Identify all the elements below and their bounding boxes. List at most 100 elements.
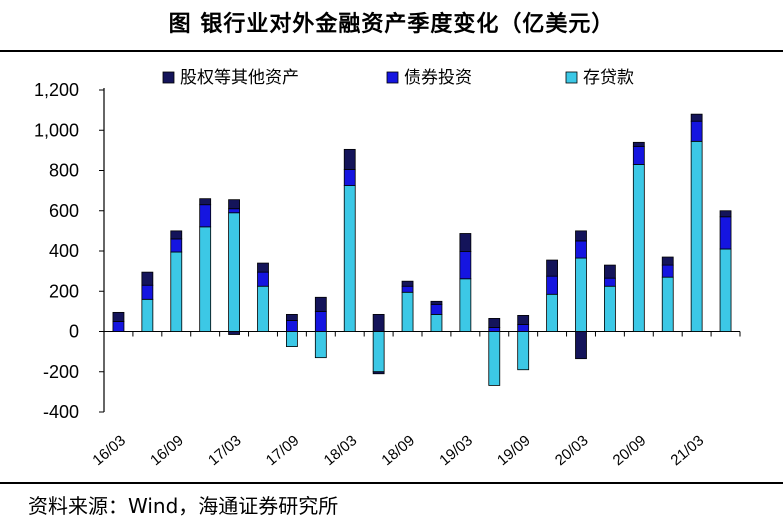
negative-bar-segment [372,371,385,375]
y-tick-label: 1,000 [34,120,79,140]
loan-bar-segment [401,291,414,332]
other-bar-segment [517,314,530,325]
x-tick-label: 19/03 [436,432,476,469]
y-tick-label: 400 [49,241,79,261]
bond-bar-segment [488,327,501,332]
loan-bar-segment [343,185,356,332]
other-bar-segment [314,296,327,312]
x-tick-label: 18/03 [321,432,361,469]
bond-bar-segment [604,277,616,287]
x-tick-labels: 16/03 16/09 17/03 17/09 18/03 18/09 19/03 19/09… [89,432,707,469]
x-tick-label: 16/09 [147,432,187,469]
loan-bar-segment [459,278,472,332]
bond-bar-segment [112,321,125,332]
y-tick-label: 800 [49,161,79,181]
x-tick-label: 21/03 [668,432,708,469]
bond-bar-segment [199,204,212,228]
bond-bar-segment [546,275,558,295]
y-tick-label: 600 [49,201,79,221]
other-bar-segment [112,311,125,322]
loan-bar-segment [314,331,327,359]
y-tick-label: 0 [69,322,79,342]
legend-swatch [162,71,175,84]
x-tick-label: 18/09 [378,432,418,469]
other-bar-segment [459,233,472,253]
bond-bar-segment [141,284,154,300]
other-bar-segment [401,280,414,287]
loan-bar-segment [141,298,154,332]
x-tick-label: 17/03 [205,432,245,469]
bond-bar-segment [632,145,645,165]
loan-bar-segment [372,331,385,373]
loan-bar-segment [604,285,616,332]
negative-bar-segment [228,331,240,335]
other-bar-segment [372,313,385,332]
x-tick-label: 20/03 [552,432,592,469]
bottom-rule [0,482,783,484]
legend-label: 债券投资 [404,68,472,88]
loan-bar-segment [661,276,674,332]
y-tick-label: 1,200 [34,80,79,100]
loan-bar-segment [286,331,298,347]
x-tick-label: 19/09 [494,432,534,469]
loan-bar-segment [228,212,240,332]
other-bar-segment [690,113,703,122]
stacked-bar-chart: 股权等其他资产 债券投资 存贷款 1,200 1,000 800 600 400 200 0 -2… [34,68,741,469]
loan-bar-segment [690,140,703,332]
other-bar-segment [228,199,240,210]
bond-bar-segment [228,208,240,214]
loan-bar-segment [546,293,558,332]
bond-bar-segment [170,238,183,253]
loan-bar-segment [488,331,501,386]
y-tick-label: 200 [49,281,79,301]
other-bar-segment [257,262,269,273]
other-bar-segment [141,271,154,286]
y-tick-label: -200 [43,362,79,382]
legend: 股权等其他资产 债券投资 存贷款 [162,68,634,88]
other-bar-segment [343,148,356,170]
loan-bar-segment [170,251,183,332]
x-tick-label: 17/09 [263,432,303,469]
bars [112,113,732,386]
other-bar-segment [286,313,298,321]
other-bar-segment [170,230,183,240]
source-note: 资料来源：Wind，海通证券研究所 [28,494,339,518]
other-bar-segment [199,198,212,206]
bond-bar-segment [257,271,269,287]
bond-bar-segment [401,285,414,293]
loan-bar-segment [430,313,443,332]
other-bar-segment [719,210,732,218]
legend-swatch [386,71,399,84]
bond-bar-segment [314,310,327,332]
loan-bar-segment [575,257,587,332]
x-tick-label: 16/03 [89,432,129,469]
loan-bar-segment [632,164,645,332]
loan-bar-segment [199,226,212,332]
legend-swatch [565,71,578,84]
other-bar-segment [488,318,501,328]
bond-bar-segment [719,216,732,250]
legend-label: 股权等其他资产 [180,68,299,88]
other-bar-segment [604,264,616,279]
bond-bar-segment [286,320,298,332]
bond-bar-segment [343,169,356,186]
legend-label: 存贷款 [583,68,634,88]
other-bar-segment [430,300,443,305]
bond-bar-segment [661,264,674,278]
other-bar-segment [575,230,587,242]
other-bar-segment [661,256,674,266]
y-tick-label: -400 [43,402,79,422]
bond-bar-segment [575,240,587,259]
bond-bar-segment [690,120,703,142]
loan-bar-segment [719,248,732,332]
figure-title: 图 银行业对外金融资产季度变化（亿美元） [168,12,615,37]
bond-bar-segment [459,251,472,280]
other-bar-segment [632,141,645,147]
bond-bar-segment [430,303,443,315]
loan-bar-segment [517,331,530,371]
bond-bar-segment [517,324,530,332]
x-tick-label: 20/09 [610,432,650,469]
other-bar-segment [546,259,558,277]
negative-bar-segment [575,331,587,360]
